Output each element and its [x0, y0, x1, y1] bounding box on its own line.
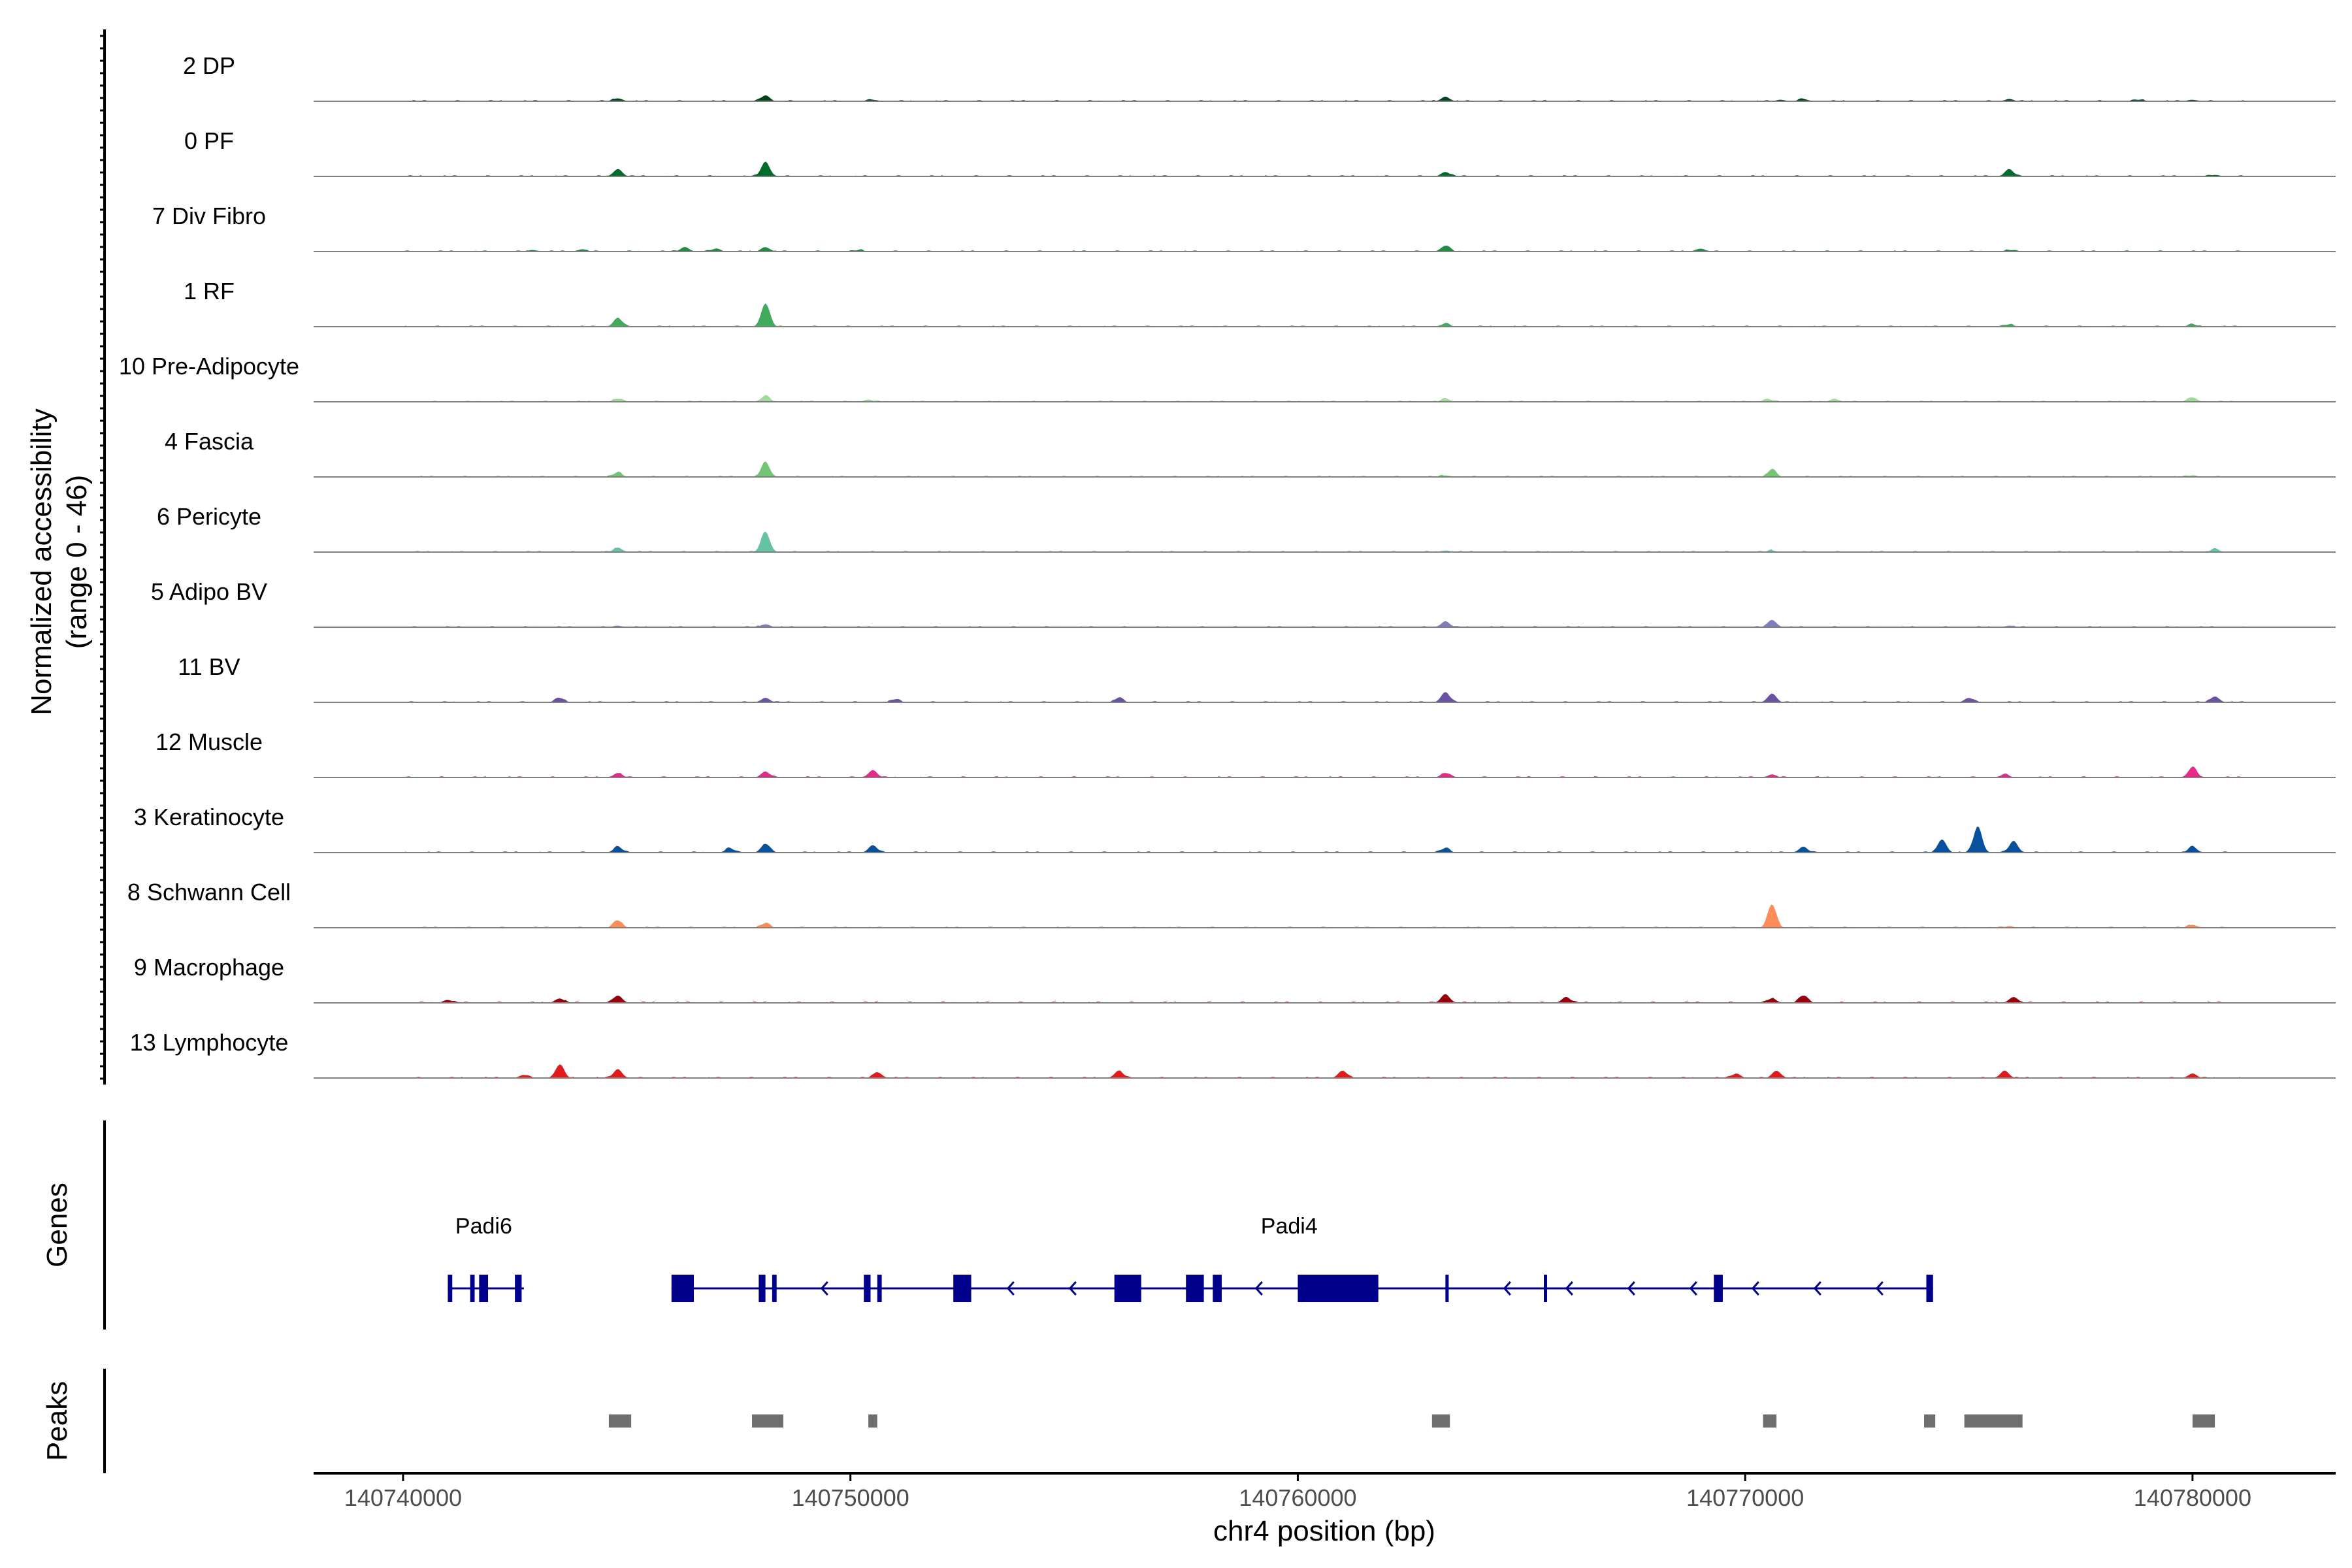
strand-arrow — [1068, 1281, 1077, 1296]
gene-label: Padi4 — [1261, 1214, 1318, 1239]
track-3-keratinocyte: 3 Keratinocyte — [134, 804, 2336, 853]
track-6-pericyte: 6 Pericyte — [157, 503, 2336, 553]
strand-arrow — [820, 1281, 828, 1296]
coverage-area — [405, 245, 2244, 252]
exon — [864, 1275, 871, 1302]
track-label: 4 Fascia — [165, 428, 254, 455]
exon — [1926, 1275, 1933, 1302]
track-7-div-fibro: 7 Div Fibro — [152, 203, 2336, 252]
track-label: 10 Pre-Adipocyte — [119, 353, 299, 380]
track-4-fascia: 4 Fascia — [165, 428, 2336, 478]
coverage-area — [405, 904, 2244, 928]
peak-regions — [608, 1414, 2215, 1428]
coverage-area — [405, 95, 2244, 101]
track-label: 3 Keratinocyte — [134, 804, 284, 830]
coverage-area — [405, 395, 2244, 402]
peak-region — [1964, 1414, 2023, 1428]
coverage-area — [405, 994, 2244, 1003]
exon — [1213, 1275, 1222, 1302]
exon — [1298, 1275, 1379, 1302]
peak-region — [752, 1414, 783, 1428]
strand-arrow — [1875, 1281, 1884, 1296]
track-label: 11 BV — [178, 653, 240, 680]
exon — [671, 1275, 694, 1302]
coverage-tracks: 2 DP 0 PF 7 Div Fibro 1 RF 10 Pre-Adipocyte 4… — [119, 52, 2336, 1079]
coverage-area — [405, 303, 2244, 327]
exon — [759, 1275, 766, 1302]
exon — [1714, 1275, 1723, 1302]
coverage-area — [405, 461, 2244, 477]
strand-arrow — [1627, 1281, 1635, 1296]
peak-region — [1924, 1414, 1936, 1428]
peak-region — [868, 1414, 877, 1428]
x-tick-label: 140760000 — [1239, 1484, 1356, 1511]
x-tick-label: 140770000 — [1686, 1484, 1804, 1511]
track-label: 0 PF — [184, 127, 234, 154]
strand-arrow — [1565, 1281, 1573, 1296]
gene-padi4: Padi4 — [671, 1214, 1933, 1302]
peak-region — [608, 1414, 632, 1428]
exon — [470, 1275, 475, 1302]
peaks-axis-title: Peaks — [41, 1381, 73, 1461]
track-label: 7 Div Fibro — [152, 203, 266, 229]
track-0-pf: 0 PF — [184, 127, 2336, 177]
track-label: 5 Adipo BV — [151, 578, 267, 605]
strand-arrow — [1751, 1281, 1759, 1296]
x-axis-title: chr4 position (bp) — [1213, 1515, 1435, 1547]
peak-region — [1763, 1414, 1777, 1428]
track-label: 2 DP — [183, 52, 235, 79]
x-tick-label: 140750000 — [792, 1484, 909, 1511]
track-label: 13 Lymphocyte — [130, 1029, 289, 1056]
track-label: 9 Macrophage — [134, 954, 284, 981]
strand-arrow — [1813, 1281, 1821, 1296]
coverage-area — [405, 692, 2244, 702]
strand-arrow — [1689, 1281, 1697, 1296]
track-8-schwann-cell: 8 Schwann Cell — [127, 879, 2336, 928]
exon — [1544, 1275, 1548, 1302]
exon — [448, 1275, 453, 1302]
exon — [772, 1275, 777, 1302]
track-label: 6 Pericyte — [157, 503, 261, 530]
track-12-muscle: 12 Muscle — [155, 728, 2336, 778]
peak-region — [2192, 1414, 2215, 1428]
exon — [1186, 1275, 1204, 1302]
x-tick-label: 140780000 — [2134, 1484, 2251, 1511]
gene-models: Padi6 Padi4 — [448, 1214, 1933, 1302]
y-axis — [100, 29, 106, 1085]
coverage-area — [405, 1064, 2244, 1078]
coverage-area — [405, 766, 2244, 777]
exon — [953, 1275, 972, 1302]
strand-arrow — [1006, 1281, 1015, 1296]
exon — [877, 1275, 882, 1302]
gene-label: Padi6 — [455, 1214, 512, 1239]
coverage-area — [405, 826, 2244, 853]
strand-arrow — [1254, 1281, 1263, 1296]
track-10-pre-adipocyte: 10 Pre-Adipocyte — [119, 353, 2336, 402]
track-9-macrophage: 9 Macrophage — [134, 954, 2336, 1004]
coverage-area — [405, 531, 2244, 552]
exon — [1445, 1275, 1449, 1302]
exon — [515, 1275, 522, 1302]
coverage-area — [405, 161, 2244, 176]
track-label: 1 RF — [184, 278, 235, 304]
track-11-bv: 11 BV — [178, 653, 2336, 703]
exon — [1114, 1275, 1141, 1302]
coverage-area — [405, 619, 2244, 627]
track-13-lymphocyte: 13 Lymphocyte — [130, 1029, 2336, 1079]
track-5-adipo-bv: 5 Adipo BV — [151, 578, 2336, 628]
x-tick-label: 140740000 — [344, 1484, 462, 1511]
track-1-rf: 1 RF — [184, 278, 2336, 327]
genes-axis-title: Genes — [41, 1183, 73, 1267]
track-label: 12 Muscle — [155, 728, 263, 755]
x-axis: 140740000 140750000 140760000 140770000 1407… — [344, 1473, 2251, 1511]
peak-region — [1431, 1414, 1450, 1428]
y-axis-title-line-1: Normalized accessibility — [25, 408, 57, 715]
track-label: 8 Schwann Cell — [127, 879, 291, 906]
strand-arrow — [1503, 1281, 1511, 1296]
exon — [479, 1275, 489, 1302]
y-axis-title-line-2: (range 0 - 46) — [61, 475, 93, 649]
track-2-dp: 2 DP — [183, 52, 2336, 102]
gene-padi6: Padi6 — [448, 1214, 524, 1302]
